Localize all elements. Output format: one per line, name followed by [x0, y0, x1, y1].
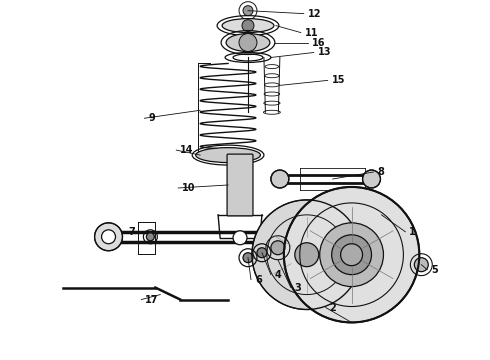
Circle shape — [243, 6, 253, 15]
Circle shape — [415, 258, 428, 272]
Circle shape — [95, 223, 122, 251]
Circle shape — [319, 223, 384, 287]
Text: 8: 8 — [377, 167, 384, 177]
Circle shape — [271, 170, 289, 188]
Text: 16: 16 — [312, 37, 325, 48]
Text: 6: 6 — [255, 275, 262, 285]
Ellipse shape — [196, 148, 261, 163]
Text: 14: 14 — [180, 145, 194, 155]
Text: 3: 3 — [295, 283, 301, 293]
Text: 13: 13 — [318, 48, 331, 58]
Circle shape — [341, 244, 363, 266]
Circle shape — [147, 233, 154, 241]
Text: 9: 9 — [148, 113, 155, 123]
Text: 4: 4 — [275, 270, 282, 280]
Circle shape — [284, 187, 419, 323]
Ellipse shape — [226, 33, 270, 51]
Circle shape — [242, 20, 254, 32]
Text: 1: 1 — [409, 227, 416, 237]
Circle shape — [332, 235, 371, 275]
Circle shape — [304, 244, 312, 252]
Circle shape — [295, 243, 319, 267]
Circle shape — [363, 170, 380, 188]
FancyBboxPatch shape — [227, 154, 253, 216]
Text: 15: 15 — [332, 75, 345, 85]
Ellipse shape — [222, 19, 274, 32]
Text: 2: 2 — [330, 302, 337, 312]
Text: 10: 10 — [182, 183, 196, 193]
Circle shape — [257, 248, 267, 258]
Text: 11: 11 — [305, 28, 318, 37]
Circle shape — [101, 230, 116, 244]
Text: 17: 17 — [146, 294, 159, 305]
Circle shape — [271, 241, 285, 255]
Circle shape — [252, 200, 362, 310]
Circle shape — [243, 253, 253, 263]
Text: 5: 5 — [431, 265, 438, 275]
Text: 7: 7 — [128, 227, 135, 237]
Circle shape — [239, 33, 257, 51]
Text: 12: 12 — [308, 9, 321, 19]
Circle shape — [233, 231, 247, 245]
